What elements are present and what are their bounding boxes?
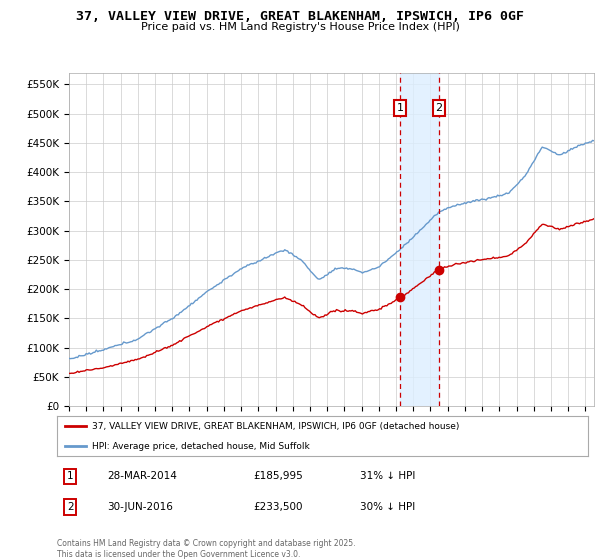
Text: 1: 1 [397,103,404,113]
Text: £185,995: £185,995 [253,471,303,481]
Text: 2: 2 [67,502,74,512]
Bar [400,73,439,406]
Text: 31% ↓ HPI: 31% ↓ HPI [359,471,415,481]
Text: 37, VALLEY VIEW DRIVE, GREAT BLAKENHAM, IPSWICH, IP6 0GF (detached house): 37, VALLEY VIEW DRIVE, GREAT BLAKENHAM, … [92,422,459,431]
Text: 1: 1 [67,471,74,481]
Text: 28-MAR-2014: 28-MAR-2014 [107,471,178,481]
Text: 37, VALLEY VIEW DRIVE, GREAT BLAKENHAM, IPSWICH, IP6 0GF: 37, VALLEY VIEW DRIVE, GREAT BLAKENHAM, … [76,10,524,23]
Text: Price paid vs. HM Land Registry's House Price Index (HPI): Price paid vs. HM Land Registry's House … [140,22,460,32]
Text: 30-JUN-2016: 30-JUN-2016 [107,502,173,512]
Text: 2: 2 [436,103,443,113]
Text: £233,500: £233,500 [253,502,303,512]
Text: Contains HM Land Registry data © Crown copyright and database right 2025.
This d: Contains HM Land Registry data © Crown c… [57,539,355,559]
Text: HPI: Average price, detached house, Mid Suffolk: HPI: Average price, detached house, Mid … [92,442,309,451]
Text: 30% ↓ HPI: 30% ↓ HPI [359,502,415,512]
